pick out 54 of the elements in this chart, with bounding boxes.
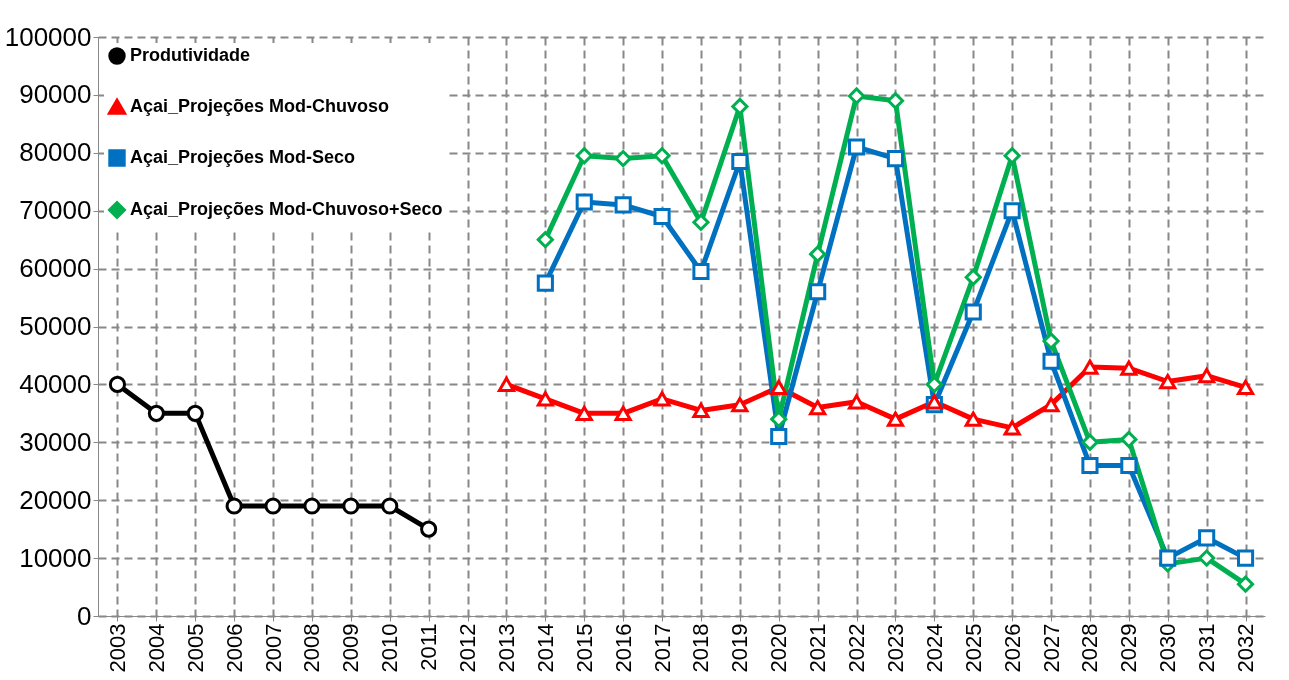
point <box>108 375 127 393</box>
x-tick-label: 2025 <box>960 623 986 673</box>
x-tick-label: 2021 <box>805 623 831 673</box>
x-tick-label: 2017 <box>649 623 675 673</box>
y-tick-label: 70000 <box>19 195 92 226</box>
point <box>420 520 438 538</box>
x-tick-label: 2003 <box>104 623 130 673</box>
legend-label: Produtividade <box>130 45 251 65</box>
x-tick-label: 2013 <box>493 623 519 673</box>
x-tick-label: 2008 <box>299 623 325 673</box>
x-tick-label: 2011 <box>416 623 442 671</box>
legend-label: Açai_Projeções Mod-Chuvoso+Seco <box>130 199 443 219</box>
y-tick-label: 50000 <box>19 311 92 341</box>
legend-label: Açai_Projeções Mod-Chuvoso <box>130 96 390 116</box>
x-tick-label: 2004 <box>143 623 169 673</box>
x-tick-label: 2023 <box>882 623 908 673</box>
point <box>147 404 165 422</box>
point <box>225 497 243 515</box>
y-tick-label: 30000 <box>19 426 92 457</box>
x-tick-label: 2016 <box>610 623 636 673</box>
x-tick-label: 2020 <box>766 623 792 673</box>
x-tick-label: 2007 <box>260 623 286 673</box>
y-tick-label: 60000 <box>19 253 92 284</box>
y-tick-label: 20000 <box>19 484 92 515</box>
y-tick-label: 90000 <box>19 79 92 110</box>
x-tick-label: 2029 <box>1116 623 1142 673</box>
y-tick-label: 10000 <box>19 542 92 573</box>
x-tick-label: 2010 <box>377 623 403 673</box>
legend-label: Açai_Projeções Mod-Seco <box>130 147 356 167</box>
point <box>381 497 399 515</box>
x-tick-label: 2014 <box>532 623 558 673</box>
x-tick-label: 2005 <box>182 623 208 673</box>
y-tick-label: 40000 <box>19 368 92 399</box>
x-tick-label: 2030 <box>1155 623 1181 673</box>
x-tick-label: 2022 <box>844 623 870 673</box>
x-tick-label: 2032 <box>1233 623 1259 673</box>
y-tick-label: 0 <box>77 600 92 631</box>
x-tick-label: 2026 <box>999 623 1025 673</box>
x-tick-label: 2028 <box>1077 623 1103 673</box>
x-tick-label: 2012 <box>455 623 481 673</box>
point <box>186 404 204 422</box>
x-tick-label: 2024 <box>921 623 947 673</box>
point <box>264 497 282 515</box>
point <box>303 497 321 515</box>
point <box>342 497 360 515</box>
x-tick-label: 2027 <box>1038 623 1064 673</box>
y-tick-label: 80000 <box>19 137 92 168</box>
x-tick-label: 2019 <box>727 623 753 673</box>
x-tick-label: 2031 <box>1194 623 1220 673</box>
x-tick-label: 2006 <box>221 623 247 673</box>
x-tick-label: 2009 <box>338 623 364 673</box>
x-tick-label: 2018 <box>688 623 714 673</box>
x-tick-label: 2015 <box>571 623 597 673</box>
y-tick-label: 100000 <box>4 21 92 52</box>
